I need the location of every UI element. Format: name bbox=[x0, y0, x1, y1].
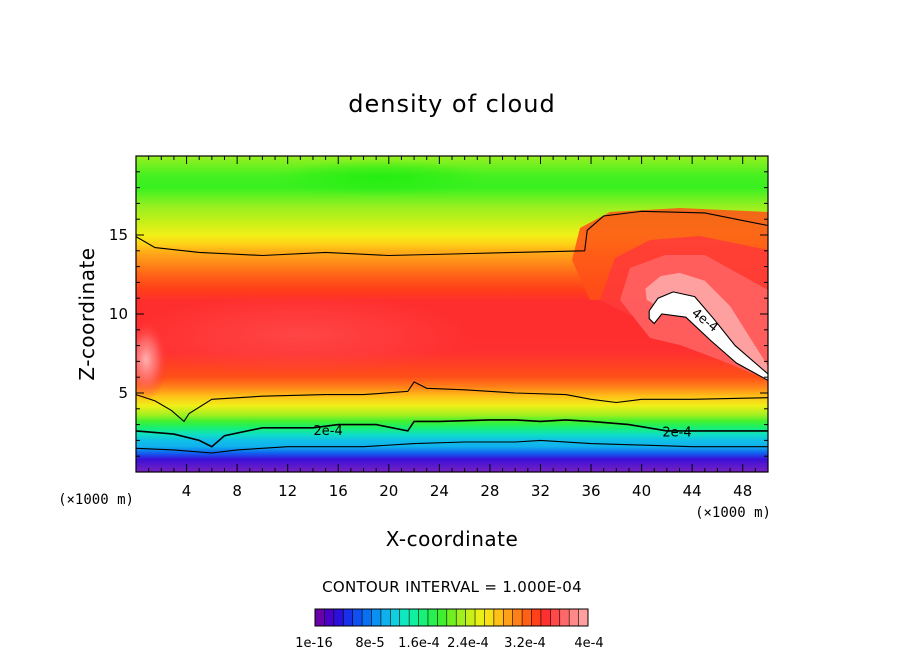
contour-label-1: 2e-4 bbox=[662, 426, 691, 441]
contour-line-4e-4 bbox=[648, 291, 768, 382]
colorbar-swatch bbox=[390, 609, 401, 626]
colorbar-label: 1e-16 bbox=[295, 636, 333, 651]
x-axis-label: X-coordinate bbox=[386, 527, 519, 551]
contour-line-3e-4 bbox=[136, 210, 768, 257]
x-tick-label: 28 bbox=[480, 482, 499, 500]
colorbar-swatch bbox=[465, 609, 476, 626]
colorbar-labels: 1e-16 8e-5 1.6e-4 2.4e-4 3.2e-4 4e-4 bbox=[295, 636, 603, 651]
colorbar-swatch bbox=[315, 609, 325, 626]
colorbar-swatch bbox=[362, 609, 372, 626]
colorbar-swatch bbox=[475, 609, 485, 626]
colorbar-swatch bbox=[399, 609, 410, 626]
contour-line-2e-4 bbox=[136, 419, 768, 448]
x-tick-label: 40 bbox=[632, 482, 651, 500]
contour-line-3e-4 bbox=[136, 381, 768, 423]
contour-bands bbox=[645, 272, 768, 381]
y-tick-label: 15 bbox=[109, 226, 128, 244]
colorbar bbox=[314, 608, 589, 627]
contour-label-text: 2e-4 bbox=[313, 424, 342, 439]
colorbar-swatch bbox=[522, 609, 532, 626]
x-tick-label: 32 bbox=[531, 482, 550, 500]
x-unit-right: (×1000 m) bbox=[695, 505, 771, 521]
colorbar-swatch bbox=[503, 609, 514, 626]
contour-interval-text: CONTOUR INTERVAL = 1.000E-04 bbox=[322, 578, 582, 596]
x-tick-label: 36 bbox=[581, 482, 600, 500]
colorbar-swatch bbox=[446, 609, 457, 626]
x-tick-label: 20 bbox=[379, 482, 398, 500]
x-tick-label: 16 bbox=[329, 482, 348, 500]
y-axis-ticks: 5 10 15 bbox=[109, 171, 768, 457]
colorbar-swatch bbox=[569, 609, 579, 626]
y-tick-label: 10 bbox=[109, 305, 128, 323]
colorbar-swatch bbox=[540, 609, 551, 626]
x-unit-left: (×1000 m) bbox=[58, 492, 134, 508]
colorbar-swatch bbox=[418, 609, 429, 626]
x-tick-label: 44 bbox=[683, 482, 702, 500]
colorbar-swatch bbox=[324, 609, 335, 626]
contour-band-1 bbox=[649, 291, 768, 381]
contour-lines bbox=[136, 210, 768, 454]
colorbar-swatch bbox=[343, 609, 354, 626]
colorbar-swatch bbox=[333, 609, 344, 626]
mid-red-core bbox=[136, 295, 470, 375]
x-tick-label: 12 bbox=[278, 482, 297, 500]
x-tick-label: 4 bbox=[182, 482, 192, 500]
colorbar-swatch bbox=[512, 609, 523, 626]
colorbar-swatch bbox=[578, 609, 589, 626]
left-pink-core bbox=[136, 320, 168, 400]
colorbar-frame bbox=[314, 608, 589, 627]
contour-label-0: 2e-4 bbox=[313, 424, 342, 439]
y-tick-label: 5 bbox=[118, 384, 128, 402]
x-tick-label: 24 bbox=[430, 482, 449, 500]
colorbar-swatch bbox=[531, 609, 542, 626]
colorbar-swatch bbox=[427, 609, 438, 626]
colorbar-swatch bbox=[484, 609, 495, 626]
contour-label-text: 2e-4 bbox=[662, 426, 691, 441]
colorbar-swatch bbox=[352, 609, 363, 626]
colorbar-swatch bbox=[550, 609, 561, 626]
plot-field: 2e-4 2e-44e-4 bbox=[136, 156, 768, 472]
chart-title: density of cloud bbox=[348, 90, 555, 118]
colorbar-swatch bbox=[437, 609, 448, 626]
colorbar-swatch bbox=[493, 609, 504, 626]
colorbar-label: 8e-5 bbox=[355, 636, 384, 651]
colorbar-label: 2.4e-4 bbox=[447, 636, 489, 651]
colorbar-swatch bbox=[409, 609, 419, 626]
colorbar-swatch bbox=[456, 609, 467, 626]
x-tick-label: 8 bbox=[232, 482, 242, 500]
colorbar-swatch bbox=[380, 609, 391, 626]
colorbar-label: 3.2e-4 bbox=[504, 636, 546, 651]
upper-green-core bbox=[270, 160, 490, 196]
x-tick-label: 48 bbox=[733, 482, 752, 500]
y-axis-label: Z-coordinate bbox=[75, 247, 99, 380]
colorbar-swatch bbox=[559, 609, 570, 626]
colorbar-label: 4e-4 bbox=[574, 636, 603, 651]
contour-line-1e-4 bbox=[136, 439, 768, 454]
colorbar-swatch bbox=[371, 609, 382, 626]
x-axis-ticks: 4 8 12 16 20 24 28 32 36 40 44 48 bbox=[148, 156, 756, 500]
colorbar-label: 1.6e-4 bbox=[398, 636, 440, 651]
